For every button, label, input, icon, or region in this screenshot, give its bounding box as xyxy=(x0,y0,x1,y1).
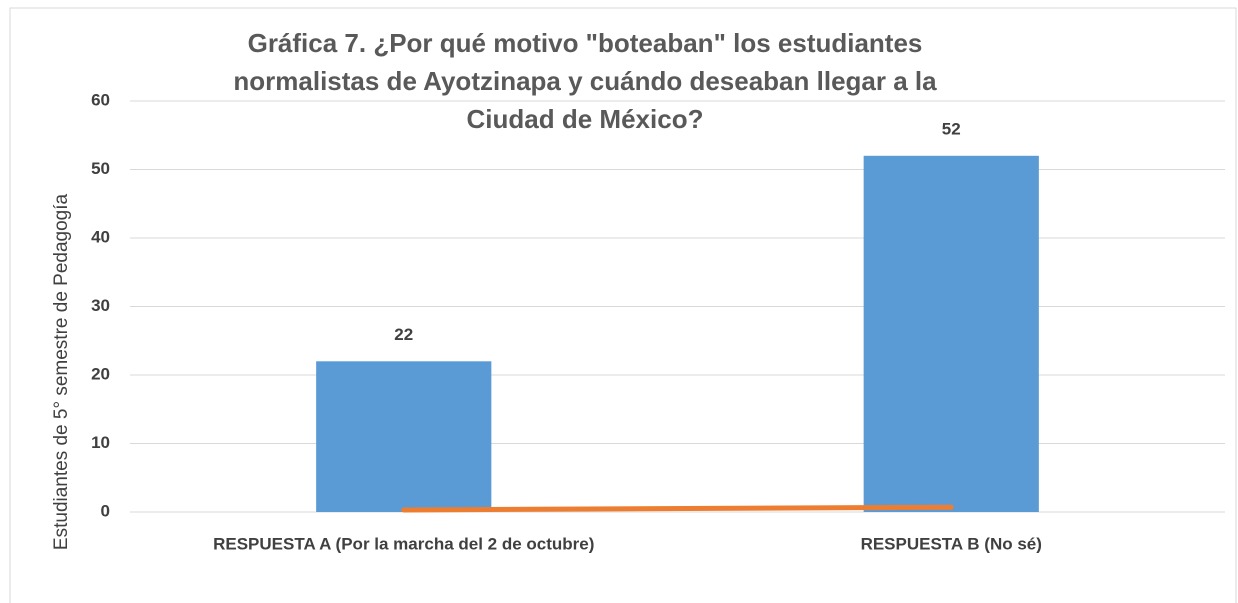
y-tick-label: 30 xyxy=(91,296,110,315)
x-tick-label: RESPUESTA B (No sé) xyxy=(861,534,1042,553)
chart-title: Ciudad de México? xyxy=(467,104,704,134)
chart-title: normalistas de Ayotzinapa y cuándo desea… xyxy=(233,66,937,96)
y-tick-label: 10 xyxy=(91,433,110,452)
y-tick-label: 20 xyxy=(91,364,110,383)
x-tick-label: RESPUESTA A (Por la marcha del 2 de octu… xyxy=(213,534,594,553)
bar xyxy=(863,155,1039,513)
chart-frame xyxy=(9,7,1237,603)
y-tick-label: 40 xyxy=(91,227,110,246)
line xyxy=(401,504,954,513)
y-tick-label: 0 xyxy=(101,501,110,520)
data-label: 22 xyxy=(394,325,413,344)
y-tick-label: 50 xyxy=(91,159,110,178)
chart-title: Gráfica 7. ¿Por qué motivo "boteaban" lo… xyxy=(248,28,923,58)
bar xyxy=(316,361,492,512)
y-tick-label: 60 xyxy=(91,90,110,109)
data-label: 52 xyxy=(942,119,961,138)
y-axis-label: Estudiantes de 5° semestre de Pedagogía xyxy=(51,193,72,550)
